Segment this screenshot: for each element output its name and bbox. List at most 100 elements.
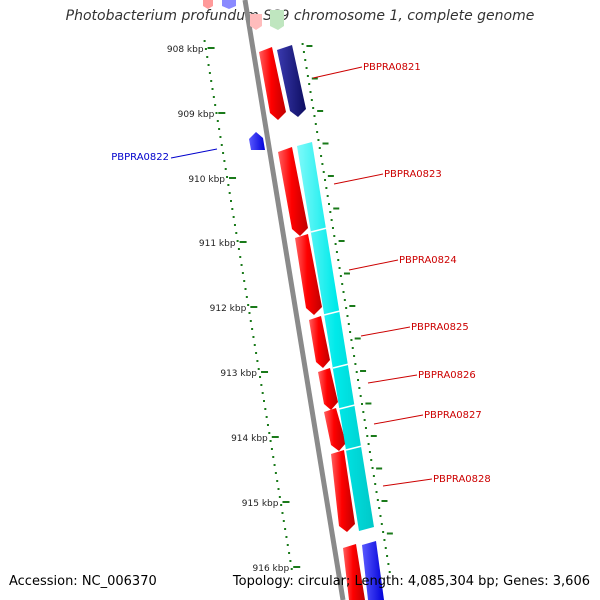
scale-tick-minor (351, 347, 354, 349)
gene-label-pbpra0825[interactable]: PBPRA0825 (411, 322, 469, 333)
scale-tick-minor (370, 459, 373, 461)
scale-tick-minor (357, 379, 360, 381)
gene-label-leader (367, 374, 418, 384)
scale-tick-minor (207, 64, 210, 66)
scale-tick-minor (277, 488, 280, 490)
scale-tick-major (271, 436, 279, 438)
scale-tick-minor (349, 331, 352, 333)
scale-tick-minor (263, 400, 265, 402)
scale-tick-minor (366, 435, 369, 437)
scale-tick-minor (326, 195, 329, 197)
gene-label-pbpra0821[interactable]: PBPRA0821 (363, 62, 421, 73)
scale-tick-minor (387, 563, 390, 565)
scale-tick-minor (350, 339, 353, 341)
scale-tick-minor (288, 552, 291, 554)
map-title: Photobacterium profundum SS9 chromosome … (65, 8, 535, 24)
gene-label-leader (348, 259, 399, 271)
accession-label: Accession: NC_006370 (9, 574, 157, 589)
scale-tick-major (370, 435, 377, 437)
scale-tick-major (386, 532, 393, 535)
scale-tick-minor (203, 40, 206, 42)
scale-tick-minor (320, 155, 323, 157)
gene-label-pbpra0822[interactable]: PBPRA0822 (111, 152, 169, 163)
scale-tick-minor (345, 307, 348, 309)
scale-tick-minor (302, 51, 305, 53)
scale-tick-minor (261, 392, 264, 394)
scale-tick-minor (290, 568, 293, 570)
gene-label-leader (170, 148, 218, 159)
scale-tick-minor (386, 555, 389, 557)
gene-label-pbpra0827[interactable]: PBPRA0827 (424, 410, 482, 421)
operon-divider (345, 445, 363, 451)
scale-tick-major (282, 501, 290, 503)
scale-tick-minor (286, 544, 289, 546)
scale-label: 911 kbp (199, 239, 236, 249)
operon-divider (338, 404, 356, 410)
scale-tick-minor (273, 464, 276, 466)
scale-tick-minor (347, 323, 350, 325)
scale-tick-minor (264, 408, 267, 410)
scale-tick-minor (358, 387, 361, 389)
scale-tick-major (239, 241, 247, 243)
gene-label-pbpra0828[interactable]: PBPRA0828 (433, 474, 491, 485)
topology-label: Topology: circular; Length: 4,085,304 bp… (232, 574, 590, 589)
scale-tick-minor (239, 256, 242, 258)
scale-tick-minor (204, 48, 207, 50)
operon-divider (310, 227, 328, 233)
scale-tick-minor (309, 91, 312, 93)
scale-tick-minor (285, 536, 288, 538)
scale-tick-minor (316, 131, 319, 133)
scale-tick-minor (272, 456, 275, 458)
scale-tick-major (261, 371, 269, 373)
scale-tick-major (333, 207, 340, 210)
scale-tick-minor (338, 267, 341, 269)
scale-tick-minor (301, 43, 304, 45)
scale-tick-minor (379, 515, 382, 517)
scale-tick-minor (375, 491, 378, 493)
gene-arrow (259, 47, 286, 120)
gene-label-pbpra0824[interactable]: PBPRA0824 (399, 255, 457, 266)
scale-tick-minor (321, 163, 324, 165)
scale-tick-minor (266, 424, 269, 426)
scale-label: 915 kbp (242, 499, 279, 509)
scale-tick-minor (257, 368, 260, 370)
gene-label-pbpra0823[interactable]: PBPRA0823 (384, 169, 442, 180)
scale-tick-minor (342, 291, 345, 293)
scale-label: 910 kbp (188, 175, 225, 185)
scale-tick-minor (260, 384, 263, 386)
scale-tick-minor (211, 88, 214, 90)
scale-tick-minor (376, 499, 379, 501)
scale-tick-minor (305, 67, 308, 69)
scale-label: 914 kbp (231, 434, 268, 444)
scale-tick-minor (249, 320, 252, 322)
gene-label-leader (333, 173, 384, 185)
gene-arrow (309, 316, 330, 368)
scale-label: 916 kbp (253, 564, 290, 574)
scale-tick-minor (314, 123, 317, 125)
scale-tick-major (229, 177, 237, 179)
gene-arrow-pbpra0822 (249, 132, 265, 150)
scale-tick-minor (278, 496, 281, 498)
scale-tick-minor (245, 296, 248, 298)
scale-tick-minor (341, 283, 344, 285)
scale-tick-minor (281, 512, 284, 514)
scale-tick-minor (259, 376, 262, 378)
scale-tick-minor (312, 107, 315, 109)
genome-backbone (242, 0, 346, 600)
scale-tick-minor (329, 211, 332, 213)
scale-tick-minor (304, 59, 307, 61)
scale-tick-major (343, 272, 350, 275)
scale-tick-major (365, 402, 372, 405)
scale-tick-minor (308, 83, 311, 85)
scale-tick-minor (334, 243, 337, 245)
scale-tick-minor (383, 539, 386, 541)
scale-tick-minor (380, 523, 383, 525)
scale-tick-minor (220, 144, 223, 146)
scale-tick-minor (324, 179, 327, 181)
scale-tick-minor (361, 403, 363, 405)
gene-label-pbpra0826[interactable]: PBPRA0826 (418, 370, 476, 381)
scale-tick-minor (223, 160, 226, 162)
scale-tick-minor (276, 480, 279, 482)
scale-tick-minor (222, 152, 225, 154)
gene-arrow (278, 147, 308, 236)
